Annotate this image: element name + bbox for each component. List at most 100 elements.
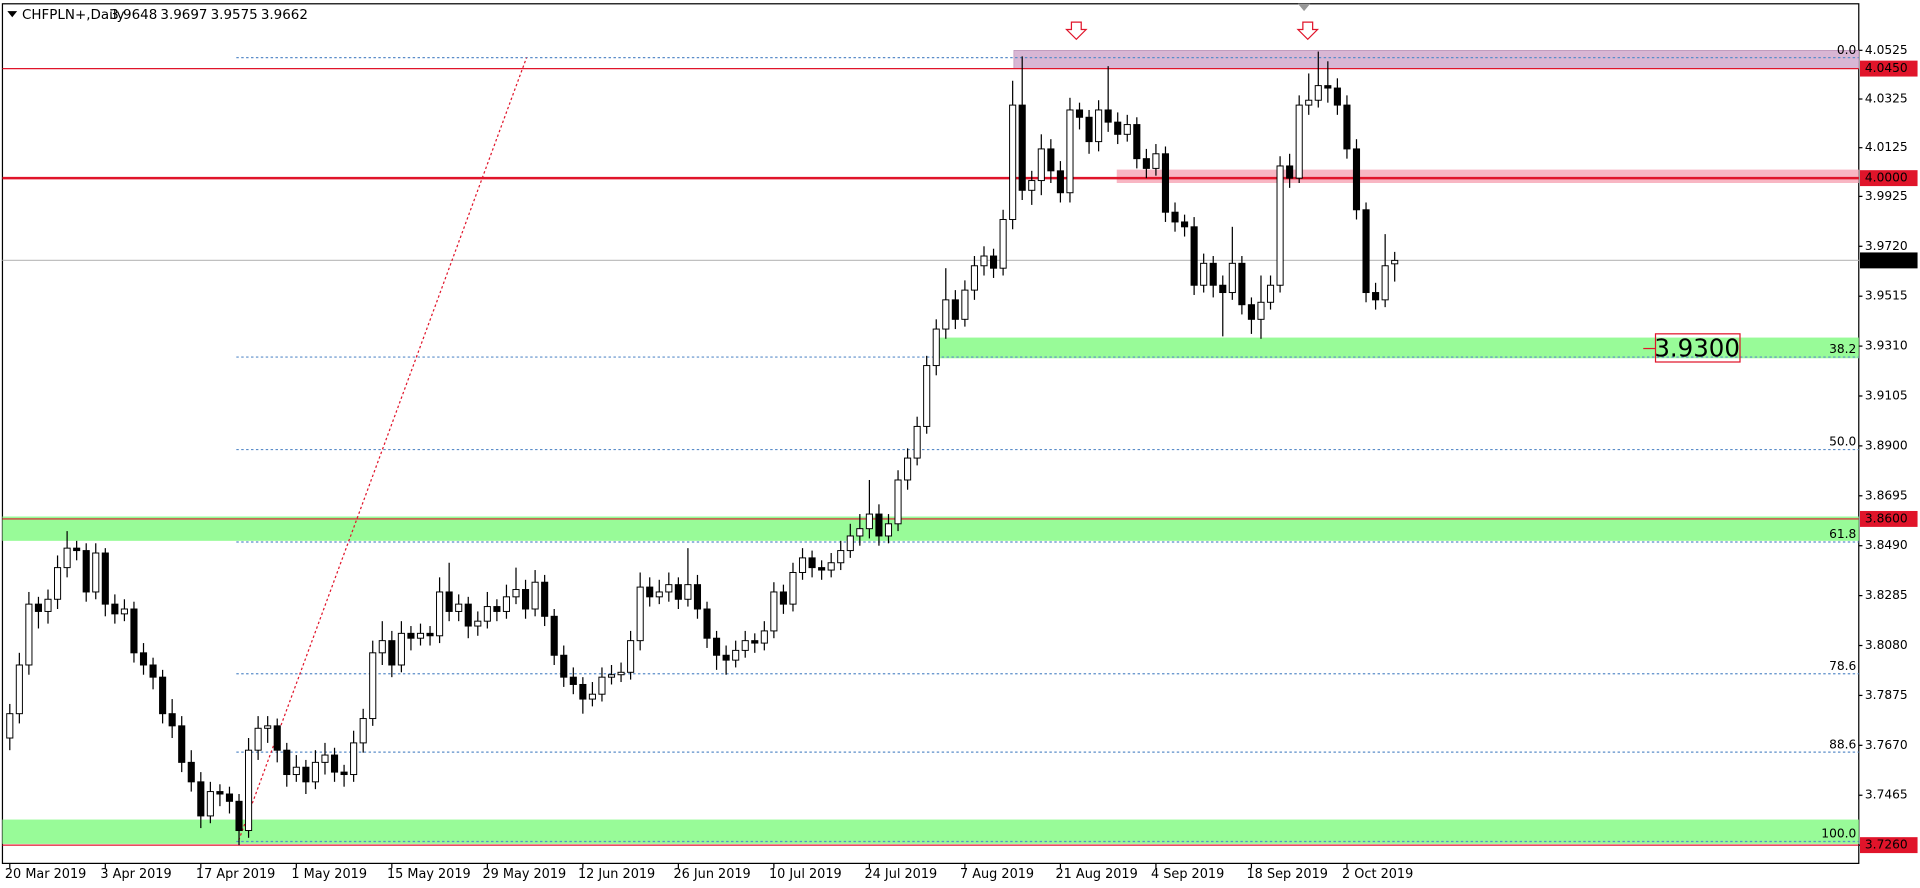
lines: 0.0 38.2 50.0 61.8 78.6 88.6 100.0 3.9300 <box>2 43 1859 846</box>
menu-triangle <box>7 11 18 18</box>
x-tick-label: 10 Jul 2019 <box>769 867 842 882</box>
candle-body-down <box>713 637 721 656</box>
candle-body-up <box>512 589 520 598</box>
candle-body-down <box>1238 262 1246 306</box>
candle-body-down <box>722 654 730 661</box>
arrow-marker <box>1065 21 1088 41</box>
current-price-label-bg <box>1860 252 1918 269</box>
candle-body-up <box>942 299 950 330</box>
candle-body-up <box>894 479 902 525</box>
candle-body-up <box>770 591 778 632</box>
candle-body-up <box>63 547 71 569</box>
candle-body-up <box>827 562 835 571</box>
candle-body-up <box>923 365 931 427</box>
axes: 4.0525 4.0325 4.0125 3.9925 3.9720 3.9515 3.93… <box>5 43 1918 882</box>
level-price-label-bg <box>1860 170 1918 187</box>
candle-body-down <box>550 615 558 656</box>
candle-body-down <box>579 683 587 700</box>
x-tick-label: 12 Jun 2019 <box>578 867 655 882</box>
candle-body-down <box>187 761 195 783</box>
zone <box>933 337 1859 359</box>
candle-body-down <box>674 584 682 600</box>
candle-body-up <box>607 674 616 678</box>
candle-body-down <box>779 591 787 605</box>
candle-body-down <box>1142 158 1150 169</box>
candle-body-up <box>665 584 673 593</box>
level-price-label-bg <box>1860 60 1918 77</box>
candle-body-down <box>168 713 176 727</box>
candle-body-down <box>139 652 148 666</box>
candle-body-down <box>818 567 826 571</box>
header-low: 3.9575 <box>211 8 258 23</box>
annotation-box <box>1654 333 1741 363</box>
x-tick-label: 26 Jun 2019 <box>673 867 750 882</box>
candle-body-down <box>197 781 205 817</box>
x-tick-label: 29 May 2019 <box>482 867 566 882</box>
candle-body-down <box>1324 85 1332 89</box>
candle-body-up <box>865 513 873 530</box>
candle-body-up <box>961 289 969 320</box>
candle-body-up <box>732 649 740 661</box>
candle-body-down <box>82 550 90 593</box>
header-open: 3.9648 <box>110 8 157 23</box>
candle-body-down <box>493 606 501 612</box>
level-price-label: 4.0450 <box>1865 61 1908 75</box>
candle-body-down <box>1190 226 1198 286</box>
candle-body-down <box>875 513 883 537</box>
candle-body-down <box>808 557 816 569</box>
candle-body-up <box>531 581 539 610</box>
candle-body-down <box>522 589 530 610</box>
fib-label: 88.6 <box>1829 737 1856 751</box>
candle-body-up <box>856 528 864 537</box>
candle-body-up <box>760 630 768 644</box>
y-tick-label: 4.0125 <box>1865 140 1908 154</box>
candle-body-up <box>655 591 663 598</box>
candle-body-up <box>798 557 807 573</box>
candle-body-up <box>1276 165 1284 286</box>
zone <box>2 516 1859 541</box>
candle-body-up <box>1152 153 1160 169</box>
candle-body-down <box>1114 121 1122 135</box>
y-tick-label: 3.9515 <box>1865 289 1908 303</box>
annotation-label: 3.9300 <box>1654 334 1740 363</box>
candle-body-up <box>311 761 319 783</box>
candle-body-up <box>359 718 367 744</box>
candle-body-up <box>1305 99 1313 106</box>
candle-body-down <box>159 676 167 715</box>
candle-body-up <box>264 725 272 729</box>
candle-body-down <box>751 640 759 644</box>
shift-marker <box>1297 3 1311 12</box>
candle-body-up <box>483 606 491 622</box>
trend-line <box>238 57 528 841</box>
y-tick-label: 3.8490 <box>1865 538 1908 552</box>
candle-body-up <box>741 640 749 651</box>
candle-body-down <box>1047 148 1055 172</box>
level-price-label-bg <box>1860 510 1918 527</box>
x-tick-label: 21 Aug 2019 <box>1056 867 1138 882</box>
x-tick-label: 7 Aug 2019 <box>960 867 1034 882</box>
candle-body-up <box>92 552 100 593</box>
y-tick-label: 3.7670 <box>1865 738 1908 752</box>
zones <box>2 50 1860 844</box>
candle-body-up <box>999 219 1007 269</box>
candle-body-down <box>388 640 396 666</box>
x-tick-label: 24 Jul 2019 <box>864 867 937 882</box>
candle-body-up <box>846 535 854 552</box>
candle-body-up <box>206 791 214 817</box>
candle-body-down <box>541 581 549 617</box>
candle-body-up <box>636 586 644 642</box>
candle-body-down <box>990 255 998 269</box>
zone <box>1013 50 1860 69</box>
y-tick-label: 3.9720 <box>1865 239 1908 253</box>
candle-body-up <box>120 608 128 615</box>
candle-body-down <box>1181 221 1189 228</box>
candle-body-up <box>1228 262 1236 294</box>
x-tick-label: 15 May 2019 <box>387 867 471 882</box>
candle-body-up <box>436 591 444 637</box>
candle-body-down <box>1104 109 1112 123</box>
candle-body-down <box>178 725 186 763</box>
candle-body-down <box>235 800 243 832</box>
candle-body-up <box>254 727 262 751</box>
candle-body-up <box>588 693 596 700</box>
